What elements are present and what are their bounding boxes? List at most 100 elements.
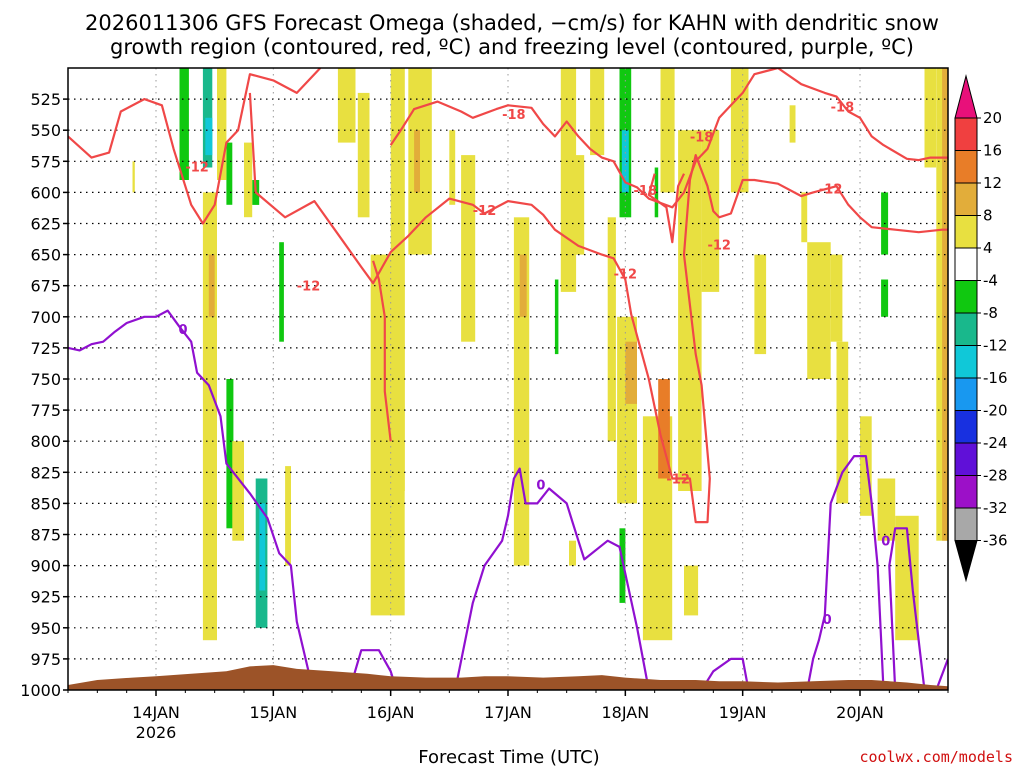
colorbar-label: -4 <box>983 272 998 290</box>
omega-shade-region <box>701 130 720 292</box>
colorbar-swatch <box>954 182 978 216</box>
omega-shade-region <box>860 416 872 516</box>
x-tick-label: 15JAN <box>249 703 297 722</box>
colorbar-label: 20 <box>983 109 1002 127</box>
contour-value-label: -12 <box>297 280 321 295</box>
omega-shade-region <box>132 161 135 193</box>
colorbar-swatch <box>954 475 978 509</box>
contour-value-label: -12 <box>473 204 497 219</box>
omega-shade-region <box>625 341 637 404</box>
y-tick-label: 750 <box>30 370 61 389</box>
axes: 525 550 575 600 625 650 675 700 725 750 775 800 825 8… <box>20 67 949 742</box>
contour-value-label: -18 <box>690 130 714 145</box>
omega-shade-region <box>924 68 937 168</box>
y-tick-label: 950 <box>30 619 61 638</box>
contour-value-label: -12 <box>666 473 690 488</box>
omega-shade-region <box>684 565 699 616</box>
colorbar-label: -24 <box>983 434 1008 452</box>
dendritic-contour-18 <box>389 68 948 209</box>
colorbar-label: -16 <box>983 369 1008 387</box>
omega-shade-region <box>807 242 831 379</box>
freezing-level-contour <box>68 309 316 690</box>
omega-shade-region <box>830 254 843 342</box>
omega-shade-region <box>519 254 527 317</box>
colorbar-swatch <box>954 280 978 314</box>
omega-shade-region <box>205 117 213 156</box>
omega-shade-region <box>337 68 356 143</box>
colorbar-swatch <box>954 507 978 541</box>
x-tick-label: 14JAN <box>132 703 180 722</box>
colorbar-top-arrow <box>954 74 978 119</box>
dendritic-contour-12 <box>372 260 392 442</box>
freezing-level-contour <box>454 467 650 690</box>
y-tick-label: 800 <box>30 432 61 451</box>
plot-inner: -12 -18 -12 -18 -18 -12 -12 -12 -18 -12 -12 0 0 0 0 <box>68 68 948 690</box>
freezing-level-contour <box>935 658 948 690</box>
y-tick-label: 675 <box>30 277 61 296</box>
colorbar-label: 4 <box>983 239 993 257</box>
contour-value-label: -18 <box>634 184 658 199</box>
omega-shade-region <box>836 341 849 504</box>
contour-value-label: -12 <box>185 160 209 175</box>
omega-shade-region <box>179 68 189 180</box>
colorbar: 20 16 12 8 4 -4 -8 -12 -16 -20 -24 -28 -32 -36 <box>954 74 1008 583</box>
terrain-surface <box>68 665 948 690</box>
y-tick-label: 600 <box>30 183 61 202</box>
y-tick-label: 650 <box>30 246 61 265</box>
omega-shade-region <box>877 478 896 541</box>
y-tick-label: 775 <box>30 401 61 420</box>
omega-shade-region <box>660 68 675 193</box>
colorbar-label: 8 <box>983 207 993 225</box>
freezing-level-contour <box>700 657 750 690</box>
chart-title-line-1: 2026011306 GFS Forecast Omega (shaded, −… <box>85 11 939 35</box>
dendritic-contour-12 <box>248 92 948 524</box>
omega-shade-region <box>801 192 808 243</box>
x-tick-label: 20JAN <box>836 703 884 722</box>
y-tick-label: 625 <box>30 215 61 234</box>
y-tick-label: 825 <box>30 463 61 482</box>
x-tick-label: 18JAN <box>601 703 649 722</box>
omega-shade-region <box>572 155 585 255</box>
freezing-level-contour <box>806 455 885 690</box>
colorbar-label: 16 <box>983 142 1002 160</box>
colorbar-label: -32 <box>983 499 1008 517</box>
omega-shade-region <box>881 279 889 317</box>
contour-value-label: -12 <box>707 239 731 254</box>
colorbar-swatch <box>954 215 978 249</box>
omega-shade-region <box>390 68 405 491</box>
y-tick-label: 700 <box>30 308 61 327</box>
contour-value-label: -18 <box>502 108 526 123</box>
y-tick-label: 725 <box>30 339 61 358</box>
omega-shade-region <box>259 503 266 591</box>
contour-value-label: -18 <box>831 101 855 116</box>
colorbar-swatch <box>954 345 978 379</box>
colorbar-swatch <box>954 442 978 476</box>
omega-shade-region <box>232 441 244 541</box>
omega-shade-region <box>226 142 233 205</box>
omega-shade-region <box>208 254 215 317</box>
omega-shade-region <box>590 68 605 156</box>
omega-shade-region <box>244 142 253 218</box>
colorbar-swatch <box>954 312 978 346</box>
dendritic-contour-18 <box>68 68 322 225</box>
colorbar-label: -28 <box>983 467 1008 485</box>
y-tick-label: 900 <box>30 557 61 576</box>
x-tick-label: 19JAN <box>719 703 767 722</box>
dendritic-contour-12 <box>647 173 685 244</box>
omega-shade-region <box>449 130 456 205</box>
contour-value-label: 0 <box>823 613 832 628</box>
y-tick-label: 575 <box>30 152 61 171</box>
omega-shade-region <box>789 105 796 143</box>
x-axis-label: Forecast Time (UTC) <box>418 747 599 768</box>
freezing-level-contour <box>888 527 926 690</box>
omega-shade-region <box>895 515 919 641</box>
y-tick-label: 525 <box>30 90 61 109</box>
y-tick-label: 1000 <box>20 681 61 700</box>
x-tick-sublabel: 2026 <box>136 723 177 742</box>
contour-value-label: 0 <box>536 479 545 494</box>
colorbar-label: -20 <box>983 402 1008 420</box>
colorbar-swatch <box>954 117 978 151</box>
y-tick-label: 850 <box>30 494 61 513</box>
omega-shade-region <box>279 242 284 342</box>
